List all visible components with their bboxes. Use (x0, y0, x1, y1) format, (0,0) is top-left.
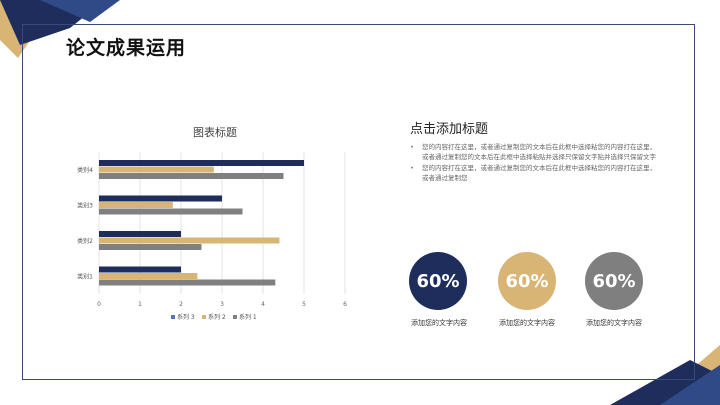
category-label: 类别4 (77, 166, 93, 174)
bar (99, 202, 173, 208)
legend-label: 系列 1 (239, 313, 257, 321)
x-tick-label: 4 (261, 301, 265, 308)
stat-label: 添加您的文字内容 (411, 319, 467, 327)
category-label: 类别2 (77, 237, 93, 245)
bar (99, 160, 304, 166)
category-label: 类别3 (77, 201, 93, 209)
bullet-list: 您的内容打在这里，或者通过复制您的文本后在此框中选择粘您的内容打在这里，或者通过… (410, 142, 660, 184)
section-heading: 点击添加标题 (410, 122, 489, 137)
corner-decoration-bottom-right (610, 345, 720, 405)
slide-title: 论文成果运用 (66, 37, 187, 59)
bullet-item: 您的内容打在这里，或者通过复制您的文本后在此框中选择粘您的内容打在这里，或者通过… (410, 163, 660, 183)
bar (99, 231, 181, 237)
corner-decoration-top-left (0, 0, 120, 58)
bar (99, 166, 214, 173)
bar-chart: 0 1 2 3 4 5 6 类别1 类别2 类别3 类别4 系列 3 系列 2 系列 1 (77, 152, 347, 321)
x-tick-label: 5 (302, 301, 306, 308)
x-tick-label: 3 (220, 301, 224, 308)
stat-label: 添加您的文字内容 (499, 319, 555, 327)
legend-swatch (233, 315, 237, 319)
bar (99, 266, 181, 273)
bar (99, 173, 284, 179)
legend-swatch (171, 315, 175, 319)
slide-frame (22, 24, 695, 380)
bar (99, 273, 198, 279)
bar (99, 208, 243, 215)
stat-label: 添加您的文字内容 (586, 319, 642, 327)
legend-label: 系列 2 (208, 313, 226, 321)
x-tick-label: 2 (179, 301, 183, 308)
stat-circle-gold: 60% (498, 252, 556, 310)
bar (99, 237, 280, 244)
legend-label: 系列 3 (177, 313, 195, 321)
chart-title: 图表标题 (193, 126, 237, 139)
x-tick-label: 6 (343, 301, 347, 308)
category-label: 类别1 (77, 272, 93, 280)
stat-circle-navy: 60% (409, 252, 467, 310)
bar (99, 279, 276, 286)
stat-circle-gray: 60% (585, 252, 643, 310)
bar (99, 195, 222, 202)
bullet-item: 您的内容打在这里，或者通过复制您的文本后在此框中选择粘您的内容打在这里，或者通过… (410, 142, 660, 162)
x-tick-label: 0 (97, 301, 101, 308)
legend-swatch (202, 315, 206, 319)
bar (99, 244, 202, 250)
x-tick-label: 1 (138, 301, 142, 308)
